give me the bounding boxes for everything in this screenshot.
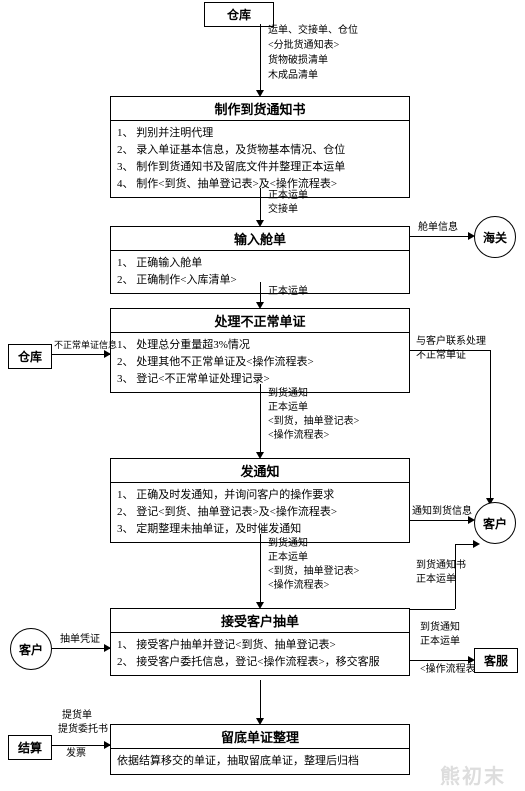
edge [260,282,261,304]
edge-label: 到货通知书 [416,560,466,573]
node-customer-left: 客户 [10,628,52,670]
node-body: 依据结算移交的单证，抽取留底单证，整理后归档 [111,749,409,774]
arrow-right-icon [473,540,480,548]
node-archive: 留底单证整理 依据结算移交的单证，抽取留底单证，整理后归档 [110,724,410,775]
arrow-right-icon [104,644,111,652]
node-title: 处理不正常单证 [111,309,409,333]
edge-label: 通知到货信息 [412,506,472,519]
edge-label: 与客户联系处理 [416,336,486,349]
edge [490,350,491,500]
edge [260,384,261,454]
node-warehouse-left: 仓库 [8,344,52,369]
edge [410,660,470,661]
node-title: 结算 [18,741,42,755]
node-item: 1、 处理总分重量超3%情况 [117,337,403,354]
node-title: 仓库 [18,350,42,364]
watermark: 熊初末 [440,760,506,789]
node-item: 3、 制作到货通知书及留底文件并整理正本运单 [117,159,403,176]
edge-label: 到货通知 [268,538,308,551]
edge-label: <到货，抽单登记表> [268,416,359,429]
node-title: 海关 [483,229,507,246]
node-title: 留底单证整理 [111,725,409,749]
node-title: 客户 [483,515,507,532]
node-item: 1、 接受客户抽单并登记<到货、抽单登记表> [117,637,403,654]
node-title: 接受客户抽单 [111,609,409,633]
edge [260,680,261,720]
edge-label: 交接单 [268,204,298,217]
edge-label: 抽单凭证 [60,634,100,647]
node-item: 依据结算移交的单证，抽取留底单证，整理后归档 [117,753,403,770]
node-make-arrival-notice: 制作到货通知书 1、 判别并注明代理 2、 录入单证基本信息，及货物基本情况、仓… [110,96,410,198]
node-customs: 海关 [474,216,516,258]
edge-label: 正本运单 [268,552,308,565]
edge-label: 正本运单 [268,190,308,203]
edge [52,648,110,649]
node-service: 客服 [474,648,518,673]
edge-label: 发票 [66,748,86,761]
edge-label: 正本运单 [420,636,460,649]
edge-label: <到货，抽单登记表> [268,566,359,579]
edge-label: 不正常单证 [416,350,466,363]
node-item: 1、 正确输入舱单 [117,255,403,272]
edge-label: 到货通知 [268,388,308,401]
edge-label: 木成品清单 [268,70,318,83]
edge [260,534,261,604]
edge-label: <操作流程表> [268,580,329,593]
edge-label: 正本运单 [268,402,308,415]
edge [410,236,470,237]
node-item: 2、 录入单证基本信息，及货物基本情况、仓位 [117,142,403,159]
edge-label: 提货委托书 [58,724,108,737]
edge [410,609,455,610]
edge [260,24,261,92]
arrow-right-icon [104,741,111,749]
node-body: 1、 接受客户抽单并登记<到货、抽单登记表> 2、 接受客户委托信息，登记<操作… [111,633,409,675]
node-item: 2、 登记<到货、抽单登记表>及<操作流程表> [117,504,403,521]
flowchart-canvas: 仓库 运单、交接单、仓位 <分批货通知表> 货物破损清单 木成品清单 制作到货通… [0,0,525,791]
node-title: 客户 [19,641,43,658]
edge-label: 不正常单证信息 [54,340,117,351]
node-body: 1、 判别并注明代理 2、 录入单证基本信息，及货物基本情况、仓位 3、 制作到… [111,121,409,197]
node-send-notice: 发通知 1、 正确及时发通知，并询问客户的操作要求 2、 登记<到货、抽单登记表… [110,458,410,543]
edge [455,544,475,545]
node-item: 1、 判别并注明代理 [117,125,403,142]
edge-label: 舱单信息 [418,222,458,235]
node-title: 仓库 [227,8,251,22]
node-title: 客服 [484,654,508,668]
node-title: 发通知 [111,459,409,483]
edge [52,745,110,746]
node-item: 2、 接受客户委托信息，登记<操作流程表>，移交客服 [117,654,403,671]
edge-label: 提货单 [62,710,92,723]
node-warehouse-top: 仓库 [204,2,274,27]
node-abnormal-docs: 处理不正常单证 1、 处理总分重量超3%情况 2、 处理其他不正常单证及<操作流… [110,308,410,393]
edge-label: <分批货通知表> [268,40,339,53]
edge-label: 到货通知 [420,622,460,635]
node-item: 2、 处理其他不正常单证及<操作流程表> [117,354,403,371]
node-settlement: 结算 [8,735,52,760]
node-title: 输入舱单 [111,227,409,251]
edge-label: 正本运单 [268,286,308,299]
node-accept-pull: 接受客户抽单 1、 接受客户抽单并登记<到货、抽单登记表> 2、 接受客户委托信… [110,608,410,676]
node-title: 制作到货通知书 [111,97,409,121]
edge [260,188,261,222]
edge-label: <操作流程表> [420,664,481,677]
edge [52,354,110,355]
node-item: 1、 正确及时发通知，并询问客户的操作要求 [117,487,403,504]
node-customer-right: 客户 [474,502,516,544]
edge-label: 货物破损清单 [268,55,328,68]
edge-label: 正本运单 [416,574,456,587]
edge-label: 运单、交接单、仓位 [268,25,358,38]
edge [410,520,470,521]
edge-label: <操作流程表> [268,430,329,443]
